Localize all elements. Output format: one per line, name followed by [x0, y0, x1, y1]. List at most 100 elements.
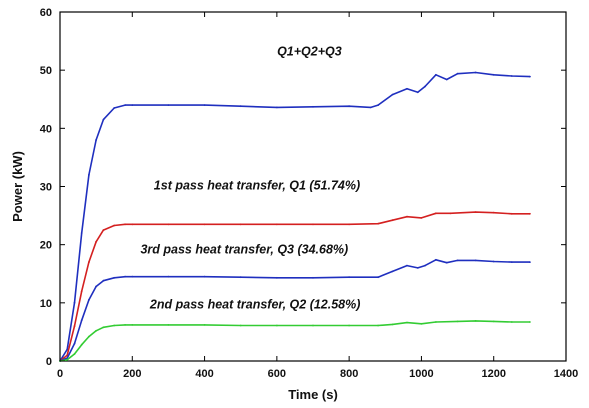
- curve-label: 3rd pass heat transfer, Q3 (34.68%): [140, 242, 348, 256]
- series-3-point: [102, 326, 105, 329]
- x-tick-label: 400: [195, 368, 213, 380]
- series-3-point: [492, 320, 495, 323]
- y-tick-label: 0: [46, 356, 52, 368]
- series-0-point: [239, 105, 242, 108]
- series-3-point: [391, 323, 394, 326]
- y-tick-label: 40: [40, 123, 52, 135]
- series-0-point: [203, 104, 206, 106]
- series-0-point: [66, 348, 69, 351]
- plot-area: [59, 11, 567, 362]
- series-0-point: [102, 118, 105, 121]
- series-3-point: [239, 324, 242, 327]
- y-tick-label: 50: [40, 65, 52, 77]
- x-tick-label: 1400: [554, 368, 578, 380]
- x-tick-label: 800: [340, 368, 358, 380]
- series-0-point: [80, 232, 83, 234]
- series-1-point: [391, 219, 394, 222]
- series-2-point: [391, 270, 394, 273]
- series-0-point: [445, 78, 448, 81]
- series-0-point: [312, 105, 314, 108]
- series-0-point: [73, 301, 76, 304]
- series-2-point: [348, 276, 350, 279]
- x-tick-label: 1200: [481, 368, 505, 380]
- series-3-point: [456, 320, 459, 323]
- series-0-point: [377, 104, 379, 106]
- y-tick-label: 60: [40, 7, 52, 19]
- series-3-point: [88, 335, 90, 338]
- series-1-point: [131, 223, 134, 226]
- series-2-point: [492, 260, 495, 263]
- series-0-point: [88, 174, 90, 176]
- series-0-point: [391, 93, 394, 96]
- series-3-point: [348, 324, 350, 327]
- series-line-3: [59, 320, 530, 362]
- series-3-point: [66, 358, 69, 361]
- series-3-point: [276, 324, 278, 327]
- series-0-point: [510, 75, 513, 77]
- series-2-point: [510, 261, 513, 263]
- series-0-point: [529, 75, 531, 78]
- series-1-point: [203, 223, 206, 226]
- series-0-point: [435, 73, 437, 76]
- y-tick-label: 30: [40, 182, 52, 194]
- curve-label: Q1+Q2+Q3: [277, 45, 342, 59]
- series-3-point: [203, 324, 206, 326]
- series-2-point: [203, 275, 206, 278]
- series-3-point: [510, 321, 513, 323]
- plot-frame: [59, 11, 567, 362]
- x-tick-label: 200: [123, 368, 141, 380]
- series-1-point: [435, 212, 437, 215]
- series-2-point: [377, 276, 379, 279]
- series-3-point: [80, 343, 83, 346]
- series-line-1: [59, 211, 530, 362]
- series-1-point: [529, 212, 531, 215]
- series-0-point: [406, 87, 408, 90]
- series-2-point: [456, 259, 459, 262]
- series-1-point: [312, 223, 314, 226]
- series-2-point: [95, 285, 97, 288]
- series-1-point: [95, 240, 97, 243]
- annotation-layer: Q1+Q2+Q3 1st pass heat transfer, Q1 (51.7…: [140, 45, 360, 312]
- curve-label: 2nd pass heat transfer, Q2 (12.58%): [149, 298, 361, 312]
- series-1-point: [73, 325, 76, 327]
- series-2-point: [529, 261, 531, 263]
- series-3-point: [474, 320, 477, 322]
- series-3-point: [167, 324, 170, 326]
- series-2-point: [167, 275, 170, 278]
- series-1-point: [474, 211, 477, 214]
- series-1-point: [80, 290, 83, 293]
- series-3-point: [124, 324, 126, 326]
- series-0-point: [369, 106, 372, 109]
- series-2-point: [312, 276, 314, 279]
- series-1-point: [88, 261, 90, 263]
- series-1-point: [167, 223, 170, 226]
- series-0-point: [456, 72, 459, 75]
- series-1-point: [276, 223, 278, 226]
- series-0-point: [131, 104, 134, 106]
- series-0-point: [424, 85, 426, 88]
- series-layer: [59, 71, 531, 362]
- series-0-point: [492, 73, 495, 76]
- series-0-point: [124, 104, 126, 106]
- series-2-point: [102, 279, 105, 282]
- series-line-2: [59, 258, 530, 362]
- series-3-point: [312, 324, 314, 327]
- y-tick-label: 20: [40, 240, 52, 252]
- series-1-point: [377, 222, 379, 225]
- curve-label: 1st pass heat transfer, Q1 (51.74%): [154, 178, 360, 192]
- series-3-point: [529, 321, 531, 323]
- series-0-point: [348, 105, 350, 108]
- series-2-point: [406, 264, 408, 267]
- series-2-point: [239, 276, 242, 279]
- series-3-point: [113, 324, 116, 327]
- series-3-point: [95, 329, 97, 332]
- series-3-point: [73, 353, 76, 355]
- series-2-point: [416, 267, 419, 269]
- series-3-point: [377, 324, 379, 327]
- series-3-point: [406, 321, 408, 324]
- series-2-point: [80, 319, 83, 322]
- series-1-point: [113, 224, 116, 227]
- series-2-point: [124, 275, 126, 278]
